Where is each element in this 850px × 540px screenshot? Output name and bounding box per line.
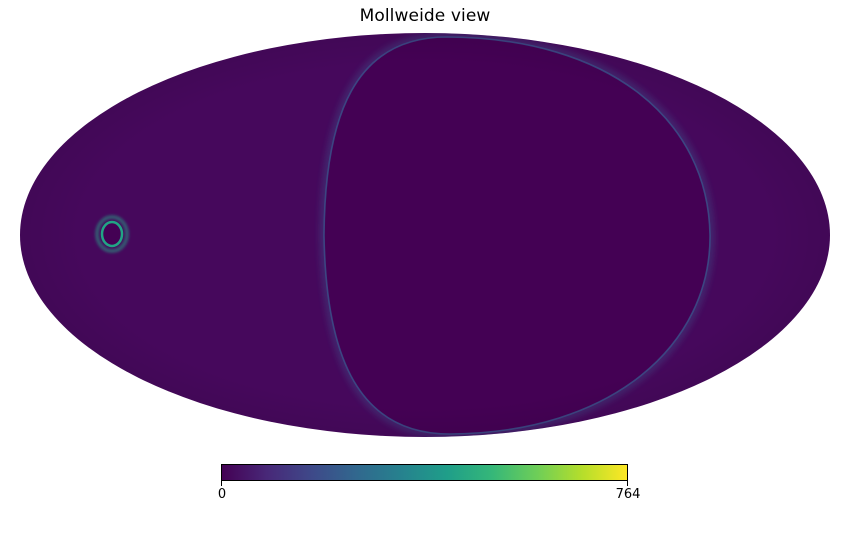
colorbar-max-tick — [627, 481, 628, 486]
colorbar-min-tick — [221, 481, 222, 486]
colorbar-min-label: 0 — [217, 487, 227, 502]
map-title: Mollweide view — [359, 6, 491, 26]
colorbar-max-label: 764 — [615, 487, 641, 502]
colorbar — [221, 464, 628, 481]
